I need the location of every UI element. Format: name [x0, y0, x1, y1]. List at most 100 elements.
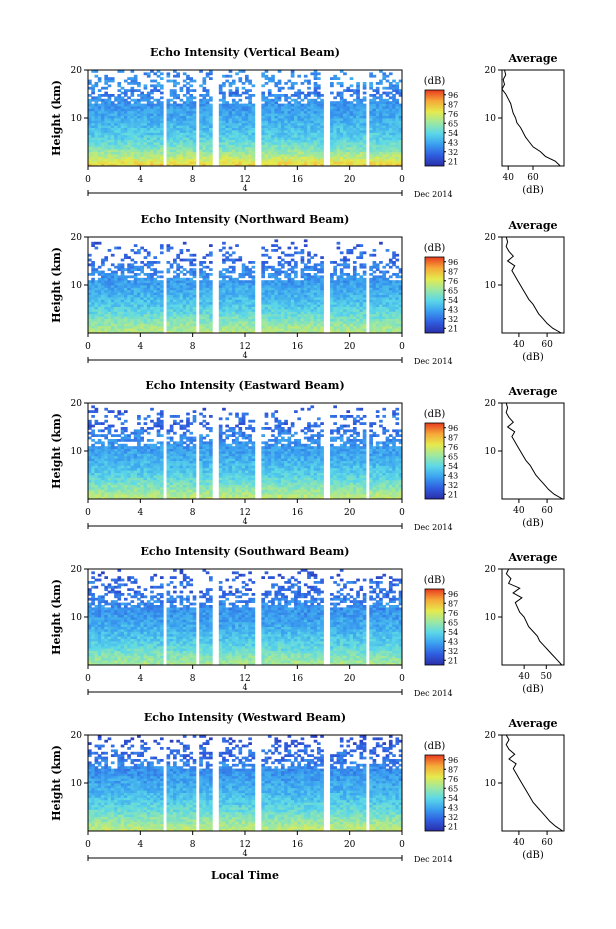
heatmap-cell: [280, 161, 285, 164]
y-axis-label: Height (km): [50, 80, 63, 156]
heatmap-cell: [150, 289, 154, 293]
heatmap-cell: [274, 239, 279, 243]
heatmap-cell: [310, 118, 315, 121]
heatmap-cell: [395, 113, 400, 116]
heatmap-cell: [333, 151, 337, 155]
heatmap-cell: [218, 142, 223, 145]
heatmap-cell: [120, 154, 125, 157]
heatmap-cell: [173, 110, 177, 114]
heatmap-cell: [231, 130, 236, 133]
heatmap-cell: [294, 316, 298, 319]
heatmap-cell: [205, 144, 210, 148]
heatmap-cell: [379, 113, 383, 116]
heatmap-cell: [205, 158, 210, 162]
heatmap-cell: [339, 306, 344, 310]
heatmap-cell: [146, 292, 151, 295]
heatmap-cell: [104, 134, 109, 138]
heatmap-cell: [192, 304, 197, 307]
heatmap-cell: [388, 96, 393, 100]
heatmap-cell: [352, 275, 357, 279]
heatmap-cell: [117, 328, 122, 331]
heatmap-cell: [356, 89, 360, 92]
heatmap-cell: [267, 134, 272, 138]
heatmap-cell: [153, 149, 158, 152]
heatmap-cell: [123, 146, 128, 150]
heatmap-cell: [241, 299, 246, 303]
heatmap-cell: [280, 323, 285, 327]
heatmap-cell: [388, 84, 393, 88]
heatmap-cell: [202, 118, 207, 121]
heatmap-cell: [88, 122, 92, 126]
heatmap-cell: [245, 282, 249, 286]
heatmap-cell: [248, 163, 252, 167]
heatmap-cell: [123, 139, 128, 143]
heatmap-cell: [330, 321, 334, 324]
heatmap-cell: [339, 289, 344, 293]
heatmap-cell: [199, 268, 203, 271]
heatmap-cell: [117, 280, 122, 283]
heatmap-cell: [97, 285, 102, 288]
heatmap-cell: [356, 277, 360, 281]
heatmap-cell: [307, 277, 311, 281]
heatmap-cell: [97, 306, 102, 310]
heatmap-cell: [313, 285, 318, 288]
heatmap-cell: [241, 273, 246, 276]
heatmap-cell: [137, 311, 141, 315]
heatmap-cell: [303, 304, 308, 307]
heatmap-cell: [123, 79, 128, 83]
heatmap-cell: [186, 149, 190, 152]
heatmap-cell: [359, 103, 364, 107]
heatmap-cell: [137, 285, 141, 288]
heatmap-cell: [209, 72, 213, 76]
heatmap-cell: [166, 311, 171, 315]
heatmap-cell: [209, 144, 213, 148]
heatmap-cell: [91, 306, 95, 310]
heatmap-cell: [352, 325, 357, 329]
heatmap-cell: [88, 101, 92, 104]
heatmap-cell: [173, 115, 177, 119]
heatmap-cell: [104, 321, 109, 324]
heatmap-cell: [264, 77, 269, 80]
heatmap-cell: [359, 163, 364, 167]
heatmap-cell: [362, 321, 367, 324]
heatmap-cell: [251, 127, 256, 131]
heatmap-cell: [248, 79, 252, 83]
heatmap-cell: [307, 98, 311, 102]
heatmap-cell: [94, 270, 99, 274]
heatmap-cell: [231, 154, 236, 157]
heatmap-cell: [222, 151, 226, 155]
heatmap-cell: [349, 275, 354, 279]
heatmap-cell: [362, 118, 367, 121]
heatmap-cell: [307, 113, 311, 116]
heatmap-cell: [218, 299, 223, 303]
heatmap-cell: [277, 299, 282, 303]
heatmap-cell: [261, 113, 266, 116]
heatmap-cell: [336, 306, 341, 310]
heatmap-cell: [228, 130, 233, 133]
heatmap-cell: [398, 154, 403, 157]
heatmap-cell: [346, 158, 351, 162]
heatmap-cell: [261, 108, 266, 112]
heatmap-cell: [222, 101, 226, 104]
heatmap-cell: [316, 151, 321, 155]
heatmap-cell: [280, 132, 285, 136]
heatmap-cell: [110, 108, 115, 112]
heatmap-cell: [186, 330, 190, 334]
heatmap-cell: [241, 137, 246, 140]
heatmap-cell: [120, 275, 125, 279]
heatmap-cell: [297, 158, 301, 162]
heatmap-cell: [251, 313, 256, 317]
heatmap-cell: [320, 130, 324, 133]
heatmap-cell: [117, 127, 122, 131]
heatmap-cell: [192, 311, 197, 315]
heatmap-cell: [333, 108, 337, 112]
heatmap-cell: [156, 325, 161, 329]
heatmap-cell: [307, 134, 311, 138]
heatmap-cell: [235, 144, 239, 148]
heatmap-cell: [267, 304, 272, 307]
heatmap-cell: [388, 122, 393, 126]
heatmap-cell: [261, 294, 266, 298]
heatmap-cell: [339, 318, 344, 322]
heatmap-cell: [307, 258, 311, 262]
heatmap-cell: [127, 263, 131, 267]
